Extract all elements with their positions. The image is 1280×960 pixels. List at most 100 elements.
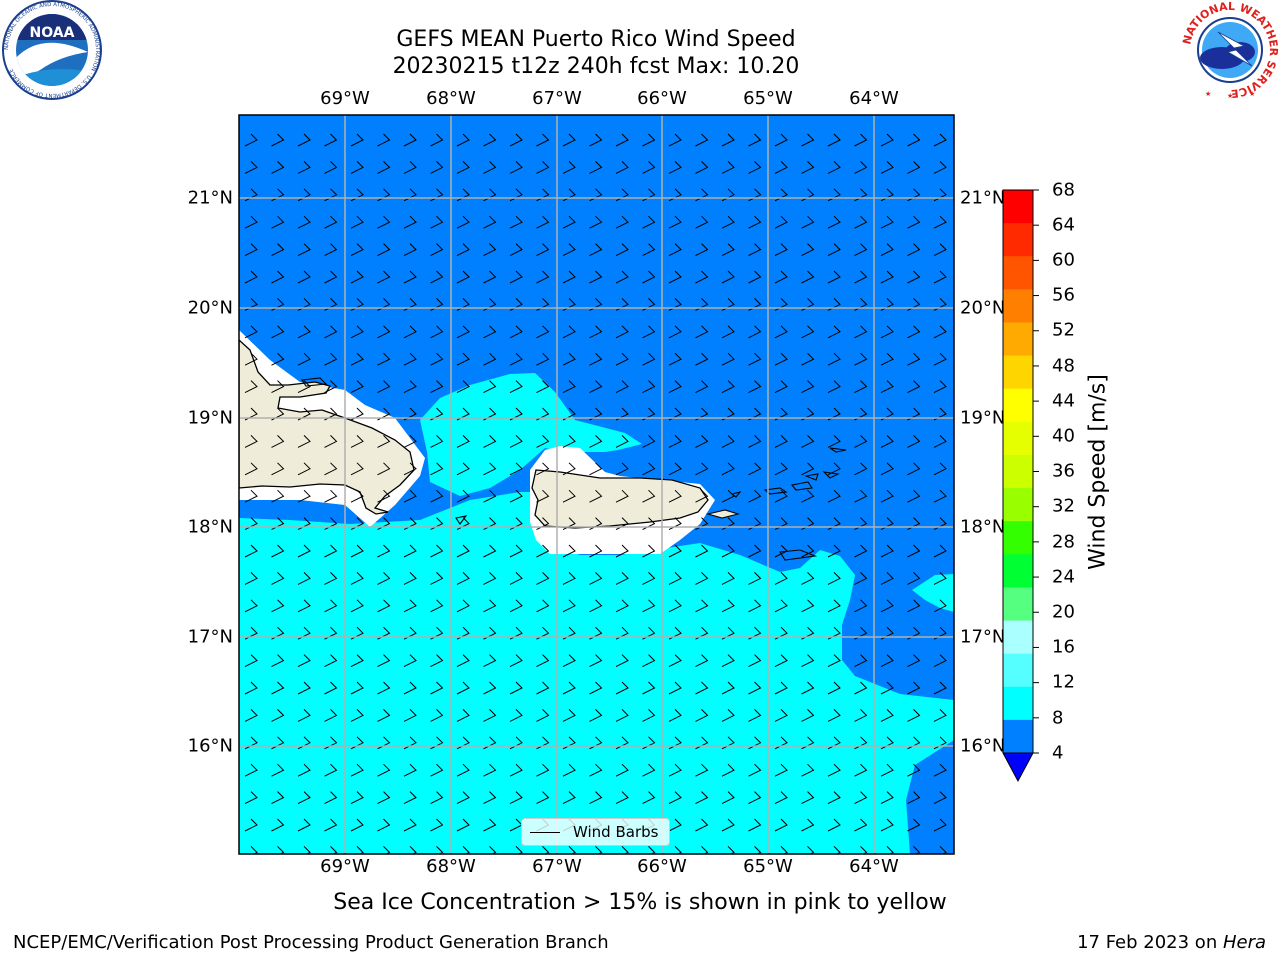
wind-barb [907,380,921,394]
wind-barb [695,161,709,174]
wind-barb [933,243,947,257]
wind-barb [642,325,656,339]
wind-barb [456,380,470,394]
wind-barb [589,161,603,174]
wind-barb [483,791,497,805]
wind-barb [833,846,841,854]
wind-barb [350,270,364,284]
wind-barb [377,161,391,174]
wind-barb [403,709,417,722]
wind-barb [933,325,947,339]
wind-barb [801,818,815,832]
wind-barb [536,435,550,448]
wind-barb [907,654,921,668]
wind-barb [377,188,391,202]
wind-barb [297,489,311,503]
wind-barb [880,435,894,448]
wind-barb [621,846,629,854]
wind-barb [880,161,894,174]
wind-barb [430,215,444,229]
wind-barb [668,243,682,257]
wind-barb [801,544,815,558]
wind-barb [695,352,709,366]
wind-barb [721,325,735,339]
wind-barb [933,654,947,668]
wind-barb [562,133,576,147]
wind-barb [721,188,735,202]
wind-barb [383,846,391,854]
wind-barb [774,654,788,668]
wind-barb [907,818,921,832]
colorbar-tick: 32 [1052,495,1075,517]
wind-barb [774,325,788,339]
wind-barb [827,133,841,147]
wind-barb [297,599,311,613]
wind-barb [509,215,523,229]
wind-barb [324,599,338,613]
wind-barb [483,681,497,695]
wind-barb [509,736,523,750]
wind-barb [324,736,338,750]
wind-barb [668,380,682,394]
wind-barb [377,380,391,394]
wind-barb [536,763,550,777]
wind-barb [907,791,921,805]
wind-barb [827,572,841,585]
wind-barb [562,681,576,695]
wind-barb [509,791,523,805]
wind-barb [271,188,285,202]
wind-barb [827,462,841,476]
wind-barb [244,489,258,503]
wind-barb [695,709,709,722]
wind-barb [721,270,735,284]
wind-barb [297,215,311,229]
lon-label-bottom: 68°W [426,856,476,877]
colorbar-tick: 60 [1052,249,1075,271]
wind-barb [695,572,709,585]
wind-barb [801,243,815,257]
wind-barb [642,791,656,805]
colorbar-extend-arrow [1002,752,1034,783]
wind-barb [562,572,576,585]
wind-barb [695,380,709,394]
wind-barb [430,572,444,585]
wind-barb [642,215,656,229]
wind-barb [907,435,921,448]
wind-barb [430,325,444,339]
wind-barb [774,818,788,832]
wind-barb [562,270,576,284]
wind-barb [721,544,735,558]
lon-label-top: 69°W [320,88,370,109]
wind-barb [801,352,815,366]
wind-barb [615,709,629,722]
wind-barb [324,791,338,805]
wind-barb [721,161,735,174]
wind-barb [403,243,417,257]
map-legend: Wind Barbs [521,818,670,846]
wind-barb [615,188,629,202]
wind-barb [509,763,523,777]
wind-barb [456,215,470,229]
wind-barb [827,818,841,832]
wind-barb [907,188,921,202]
wind-barb [907,161,921,174]
wind-barb [244,599,258,613]
wind-barb [271,709,285,722]
wind-barb [244,736,258,750]
wind-barb [615,681,629,695]
colorbar-tick: 52 [1052,319,1075,341]
wind-barb [377,818,391,832]
lat-label-left: 17°N [187,626,233,648]
map-frame [238,114,955,855]
wind-barb [403,270,417,284]
wind-barb [642,544,656,558]
wind-barb [430,763,444,777]
lon-label-bottom: 69°W [320,856,370,877]
wind-barb-legend-icon [530,832,560,833]
wind-barb [907,325,921,339]
lon-label-bottom: 67°W [532,856,582,877]
wind-barb [589,325,603,339]
wind-barb [827,544,841,558]
wind-barb [642,599,656,613]
wind-barb [721,572,735,585]
